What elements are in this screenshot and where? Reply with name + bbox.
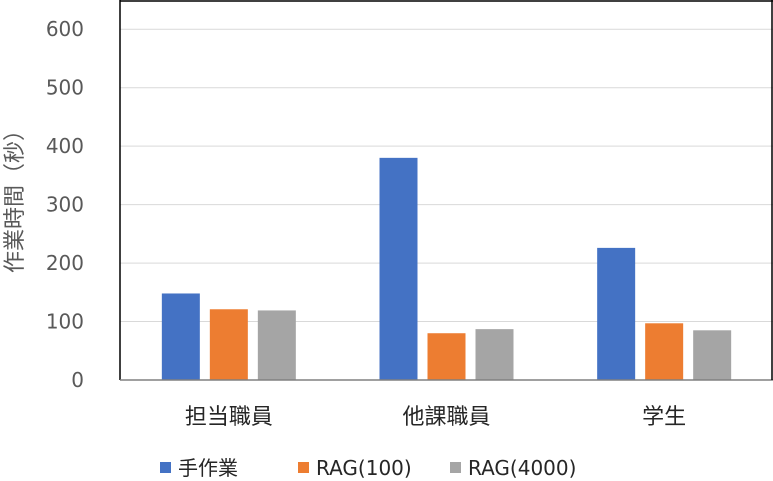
legend-label: RAG(100): [316, 456, 412, 480]
y-tick-label: 200: [46, 251, 84, 275]
bars: [161, 157, 732, 380]
y-tick-label: 500: [46, 76, 84, 100]
x-axis-labels: 担当職員 他課職員 学生: [185, 405, 686, 430]
legend-swatch: [450, 462, 461, 473]
bar: [645, 323, 684, 380]
bar: [693, 330, 732, 380]
y-tick-label: 0: [71, 368, 84, 392]
x-tick-label: 他課職員: [402, 405, 490, 430]
legend: 手作業 RAG(100) RAG(4000): [160, 456, 576, 480]
legend-label: 手作業: [178, 456, 238, 480]
y-tick-label: 600: [46, 17, 84, 41]
y-tick-label: 300: [46, 193, 84, 217]
bar: [427, 333, 466, 380]
y-axis-ticks: 0 100 200 300 400 500 600: [46, 17, 84, 392]
bar: [161, 293, 200, 380]
y-tick-label: 400: [46, 134, 84, 158]
bar: [379, 157, 418, 380]
gridlines: [120, 28, 773, 323]
bar: [209, 309, 248, 380]
y-tick-label: 100: [46, 310, 84, 334]
bar: [475, 329, 514, 380]
y-axis-label: 作業時間（秒）: [3, 119, 28, 273]
bar: [257, 310, 296, 380]
legend-swatch: [298, 462, 309, 473]
axes: [119, 0, 773, 381]
legend-swatch: [160, 462, 171, 473]
bar: [597, 247, 636, 380]
x-tick-label: 担当職員: [185, 405, 273, 430]
x-tick-label: 学生: [642, 405, 686, 430]
legend-label: RAG(4000): [468, 456, 576, 480]
